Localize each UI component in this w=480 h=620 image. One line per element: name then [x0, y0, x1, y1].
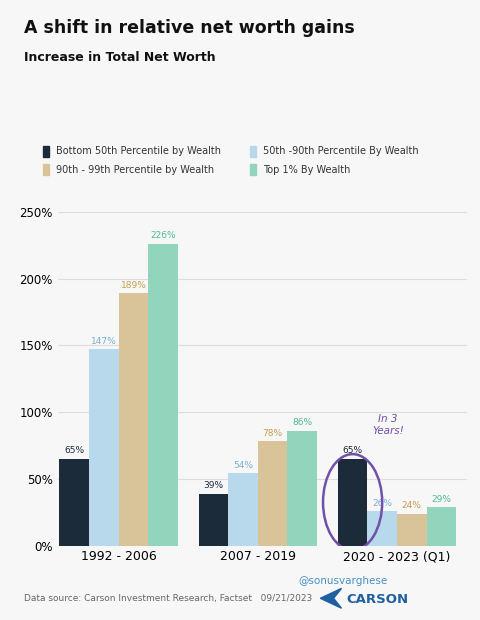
- Bar: [396, 513, 426, 546]
- Bar: [198, 494, 228, 546]
- Bar: [119, 293, 148, 546]
- Bar: [337, 459, 367, 546]
- Text: 29%: 29%: [431, 495, 450, 503]
- Text: 226%: 226%: [150, 231, 175, 241]
- Text: A shift in relative net worth gains: A shift in relative net worth gains: [24, 19, 354, 37]
- Text: 65%: 65%: [64, 446, 84, 456]
- Text: 65%: 65%: [342, 446, 362, 456]
- Text: 189%: 189%: [120, 281, 146, 290]
- Text: CARSON: CARSON: [346, 593, 408, 606]
- Text: Top 1% By Wealth: Top 1% By Wealth: [263, 165, 350, 175]
- Text: 26%: 26%: [372, 498, 391, 508]
- Text: 86%: 86%: [291, 418, 312, 427]
- Bar: [367, 511, 396, 546]
- Polygon shape: [320, 588, 341, 608]
- Text: 54%: 54%: [232, 461, 252, 470]
- Bar: [60, 459, 89, 546]
- Bar: [426, 507, 455, 546]
- Bar: [228, 474, 257, 546]
- Text: 90th - 99th Percentile by Wealth: 90th - 99th Percentile by Wealth: [56, 165, 214, 175]
- Text: Data source: Carson Investment Research, Factset   09/21/2023: Data source: Carson Investment Research,…: [24, 593, 312, 603]
- Text: 24%: 24%: [401, 501, 421, 510]
- Bar: [287, 431, 316, 546]
- Bar: [148, 244, 178, 546]
- Text: 50th -90th Percentile By Wealth: 50th -90th Percentile By Wealth: [263, 146, 418, 156]
- Text: Increase in Total Net Worth: Increase in Total Net Worth: [24, 51, 215, 64]
- Text: In 3
Years!: In 3 Years!: [372, 415, 403, 436]
- Text: 39%: 39%: [203, 481, 223, 490]
- Text: Bottom 50th Percentile by Wealth: Bottom 50th Percentile by Wealth: [56, 146, 221, 156]
- Bar: [89, 349, 119, 546]
- Bar: [257, 441, 287, 546]
- Text: 78%: 78%: [262, 429, 282, 438]
- Text: 147%: 147%: [91, 337, 117, 346]
- Text: @sonusvarghese: @sonusvarghese: [298, 576, 387, 586]
